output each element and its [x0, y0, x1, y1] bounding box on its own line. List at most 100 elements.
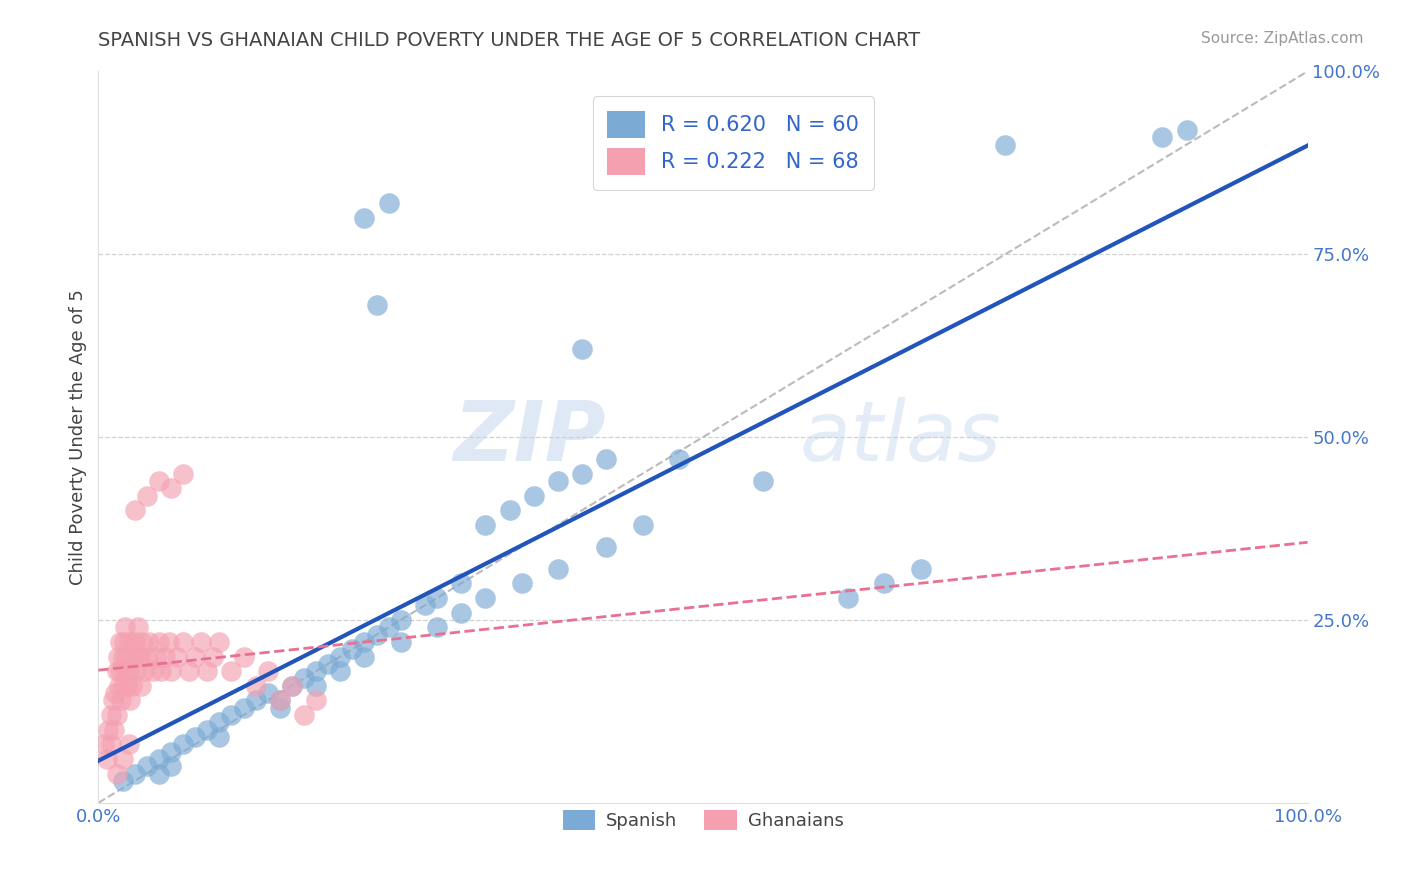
Point [232, 700, 254, 714]
Point [128, 649, 150, 664]
Point [138, 635, 160, 649]
Point [510, 576, 533, 591]
Point [202, 649, 225, 664]
Point [329, 664, 352, 678]
Point [245, 679, 267, 693]
Point [595, 540, 617, 554]
Point [631, 517, 654, 532]
Point [474, 517, 496, 532]
Point [110, 693, 132, 707]
Point [172, 467, 194, 481]
Point [129, 679, 152, 693]
Point [160, 481, 183, 495]
Point [142, 664, 165, 678]
Point [245, 693, 267, 707]
Point [172, 635, 194, 649]
Point [108, 635, 131, 649]
Point [114, 664, 136, 678]
Point [305, 664, 328, 678]
Point [105, 708, 128, 723]
Point [118, 664, 141, 678]
Point [752, 474, 775, 488]
Point [135, 489, 157, 503]
Point [112, 635, 135, 649]
Point [269, 693, 291, 707]
Point [547, 562, 569, 576]
Point [377, 196, 399, 211]
Point [157, 635, 180, 649]
Point [547, 474, 569, 488]
Point [668, 452, 690, 467]
Point [135, 649, 157, 664]
Point [150, 664, 173, 678]
Point [523, 489, 546, 503]
Point [208, 730, 231, 744]
Point [426, 620, 449, 634]
Point [111, 649, 134, 664]
Point [160, 759, 183, 773]
Point [100, 737, 122, 751]
Legend: Spanish, Ghanaians: Spanish, Ghanaians [555, 803, 851, 838]
Text: atlas: atlas [800, 397, 1001, 477]
Point [256, 664, 278, 678]
Point [118, 635, 141, 649]
Point [232, 649, 254, 664]
Point [269, 700, 291, 714]
Point [101, 693, 124, 707]
Point [104, 686, 127, 700]
Point [184, 649, 207, 664]
Point [124, 766, 146, 780]
Point [127, 620, 149, 634]
Point [195, 664, 218, 678]
Point [124, 503, 146, 517]
Point [107, 649, 129, 664]
Point [292, 672, 315, 686]
Point [571, 467, 593, 481]
Point [121, 679, 143, 693]
Point [221, 664, 243, 678]
Point [111, 679, 134, 693]
Point [103, 723, 125, 737]
Point [281, 679, 304, 693]
Point [118, 737, 141, 751]
Point [837, 591, 859, 605]
Point [413, 599, 436, 613]
Point [498, 503, 520, 517]
Point [305, 693, 328, 707]
Point [353, 211, 375, 225]
Point [127, 649, 149, 664]
Point [292, 708, 315, 723]
Point [105, 664, 128, 678]
Text: ZIP: ZIP [454, 397, 606, 477]
Point [111, 752, 134, 766]
Point [100, 708, 122, 723]
Point [148, 474, 170, 488]
Point [426, 591, 449, 605]
Text: Source: ZipAtlas.com: Source: ZipAtlas.com [1201, 31, 1364, 46]
Point [108, 679, 131, 693]
Point [1152, 130, 1174, 145]
Point [118, 693, 141, 707]
Point [148, 766, 170, 780]
Point [160, 745, 183, 759]
Point [108, 664, 131, 678]
Point [366, 298, 388, 312]
Point [366, 627, 388, 641]
Point [329, 649, 352, 664]
Point [117, 679, 139, 693]
Point [910, 562, 932, 576]
Point [342, 642, 364, 657]
Point [316, 657, 339, 671]
Point [305, 679, 328, 693]
Point [115, 649, 138, 664]
Point [190, 635, 212, 649]
Point [166, 649, 188, 664]
Point [179, 664, 201, 678]
Point [97, 723, 120, 737]
Point [353, 635, 375, 649]
Point [208, 635, 231, 649]
Point [148, 752, 170, 766]
Point [135, 759, 157, 773]
Point [353, 649, 375, 664]
Point [256, 686, 278, 700]
